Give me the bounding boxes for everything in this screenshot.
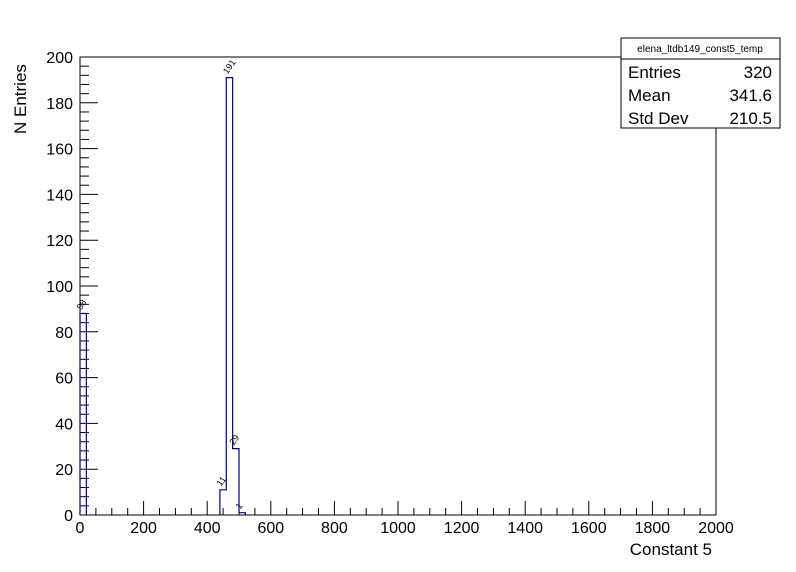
stats-entries-value: 320: [744, 63, 772, 82]
y-tick-label: 40: [55, 416, 73, 433]
x-axis-title: Constant 5: [630, 540, 712, 559]
stats-box-title: elena_ltdb149_const5_temp: [637, 44, 763, 55]
stats-mean-value: 341.6: [729, 86, 772, 105]
y-tick-label: 20: [55, 462, 73, 479]
stats-stddev-label: Std Dev: [628, 109, 689, 128]
stats-box-frame: [620, 37, 781, 129]
x-tick-label: 0: [76, 520, 85, 537]
x-tick-label: 200: [130, 520, 157, 537]
bar-value-label: 88: [75, 298, 89, 312]
y-tick-label: 0: [64, 508, 73, 525]
histogram-outline: [79, 77, 246, 515]
y-tick-label: 200: [46, 50, 73, 67]
y-tick-label: 80: [55, 325, 73, 342]
y-tick-label: 60: [55, 371, 73, 388]
x-tick-label: 1400: [507, 520, 543, 537]
x-axis-ticks: 0 200 400 600 800 1000 1200 1400 1600 1800 2000: [76, 501, 734, 537]
y-tick-label: 140: [46, 187, 73, 204]
x-tick-label: 800: [321, 520, 348, 537]
x-tick-label: 2000: [698, 520, 734, 537]
stats-entries-label: Entries: [628, 63, 681, 82]
y-tick-label: 180: [46, 96, 73, 113]
stats-box: elena_ltdb149_const5_temp Entries 320 Me…: [620, 37, 781, 129]
y-tick-label: 120: [46, 233, 73, 250]
y-tick-label: 160: [46, 142, 73, 159]
bar-value-label: 29: [227, 433, 241, 447]
y-tick-label: 100: [46, 279, 73, 296]
x-tick-label: 400: [194, 520, 221, 537]
bar-value-label: 1: [234, 501, 245, 511]
x-tick-label: 1000: [380, 520, 416, 537]
stats-stddev-value: 210.5: [729, 109, 772, 128]
x-tick-label: 1600: [571, 520, 607, 537]
x-tick-label: 600: [257, 520, 284, 537]
stats-mean-label: Mean: [628, 86, 671, 105]
y-axis-ticks: 0 20 40 60 80 100 120 140 160 180 200: [46, 50, 98, 525]
y-axis-title: N Entries: [11, 64, 30, 134]
x-tick-label: 1800: [635, 520, 671, 537]
x-tick-label: 1200: [444, 520, 480, 537]
